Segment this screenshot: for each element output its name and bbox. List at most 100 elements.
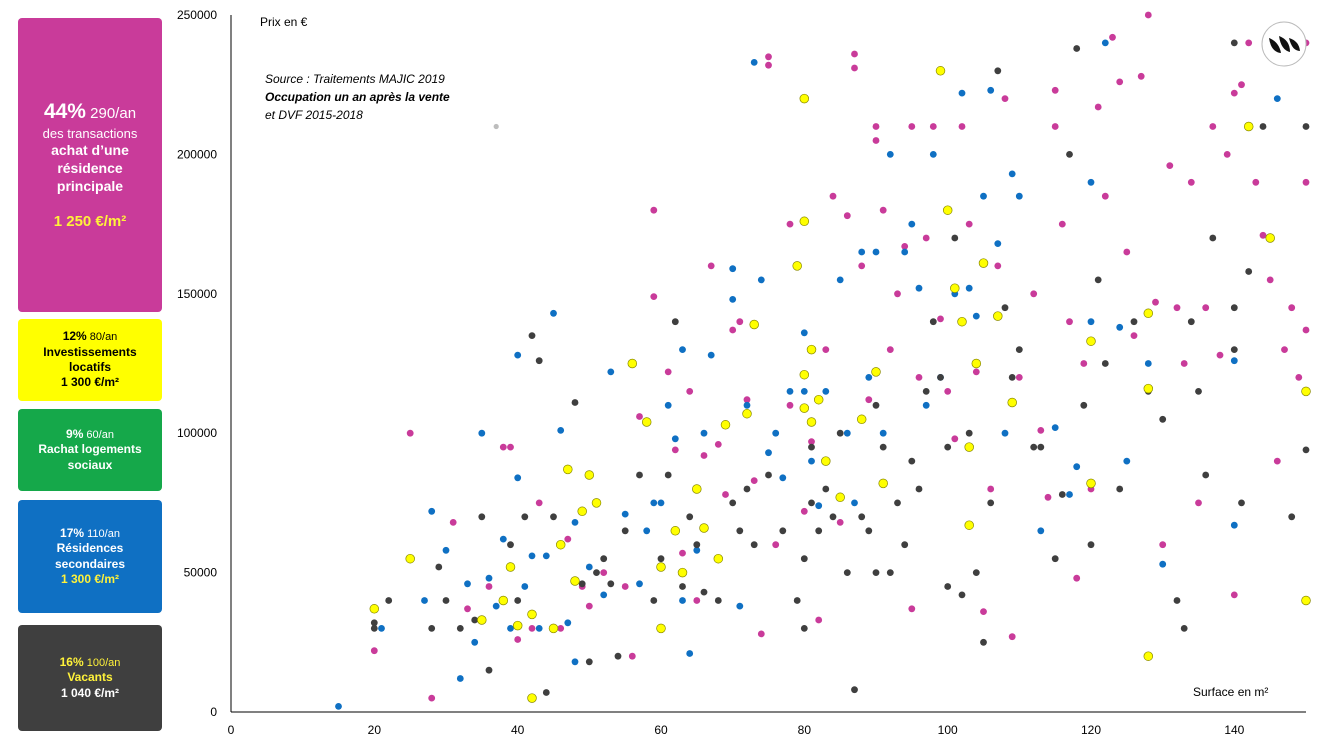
data-point [621,527,629,535]
data-point [720,420,731,430]
data-point [958,591,966,599]
data-point [1073,574,1081,582]
data-point [584,470,595,480]
data-point [993,311,1003,321]
data-point [765,449,772,457]
data-point [1180,625,1188,632]
data-point [370,619,378,627]
data-point [713,553,724,564]
card-rachat-logements-sociaux: 9% 60/an Rachat logements sociaux [18,409,162,491]
data-point [843,212,851,220]
data-point [1101,192,1109,200]
data-point [822,485,830,493]
y-tick-label: 50000 [184,566,218,580]
data-point [729,296,737,303]
data-point [856,414,867,425]
data-point [1301,386,1311,397]
data-point [765,471,772,479]
data-point [1273,95,1281,102]
data-point [1301,595,1311,606]
data-point [757,630,765,638]
data-point [1030,443,1038,451]
data-point [435,563,443,571]
data-point [521,513,529,521]
card-pct: 17% [60,525,85,540]
data-point [671,446,679,454]
data-point [485,574,493,582]
data-point [965,284,973,292]
leaf-logo-icon [1261,21,1307,67]
data-point [428,694,436,702]
data-point [406,429,414,437]
data-point [865,374,873,381]
data-point [505,562,516,572]
data-point [944,388,952,395]
data-point [865,527,873,535]
data-point [512,620,523,631]
data-point [750,477,758,484]
data-point [464,580,471,588]
data-point [714,441,722,448]
data-point [1008,170,1016,178]
data-point [978,258,989,268]
data-point [1116,78,1124,86]
data-point [1144,11,1152,19]
data-point [564,535,572,543]
card-residence-principale: 44% 290/an des transactions achat d’une … [18,18,162,312]
data-point [1051,424,1059,431]
card-title-line: achat d’une [51,142,129,159]
data-point [656,623,666,634]
data-point [1187,178,1195,186]
data-point [1195,388,1202,395]
data-point [650,499,658,507]
card-investissements-locatifs: 12% 80/an Investissements locatifs 1 300… [18,319,162,401]
data-point [335,703,342,710]
data-point [507,541,514,549]
ticks-layer: 0 50000 100000 150000 200000 250000 0 20 40 60 80 1… [177,8,1245,737]
data-point [829,192,837,200]
data-point [692,484,702,494]
data-point [498,595,509,606]
data-point [1137,72,1145,80]
data-point [527,693,537,703]
data-point [1051,123,1059,130]
data-point [964,442,974,452]
data-point [929,318,937,326]
data-point [1223,151,1231,158]
data-point [1094,276,1102,284]
data-point [571,519,579,526]
data-point [1080,360,1088,367]
data-point [1209,123,1217,130]
data-point [478,429,486,437]
data-point [1094,103,1102,111]
data-point [865,396,873,404]
data-point [908,220,916,228]
card-price: 1 300 €/m² [60,375,120,390]
data-point [951,435,959,443]
data-point [772,541,780,549]
data-point [641,417,652,427]
data-point [915,374,923,381]
data-point [779,474,787,482]
data-point [1130,318,1138,326]
data-point [1302,326,1310,334]
data-point [1008,633,1016,641]
data-point [1086,336,1096,346]
data-point [800,388,808,395]
data-point [679,583,686,590]
data-point [1159,415,1167,423]
data-point [792,261,802,271]
data-point [937,374,944,381]
x-tick-label: 80 [798,723,812,737]
series-1 [335,39,1281,710]
data-point [1230,304,1238,312]
data-point [1230,39,1238,47]
data-point [901,541,909,549]
data-point [994,262,1002,270]
data-point [591,498,602,508]
annotation-source: Source : Traitements MAJIC 2019 [265,72,445,86]
x-tick-label: 0 [228,723,235,737]
data-point [700,588,708,596]
data-point [1173,597,1181,604]
data-point [664,368,672,376]
